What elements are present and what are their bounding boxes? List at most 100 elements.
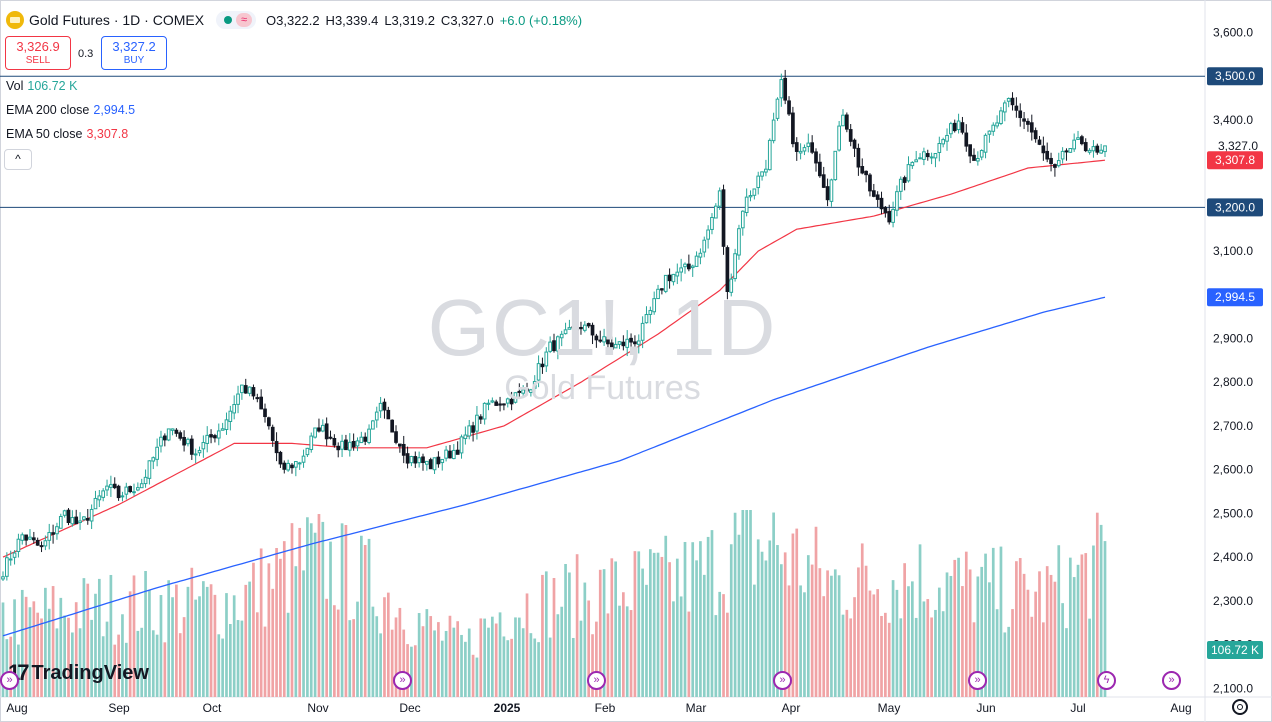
candle-body — [93, 497, 98, 510]
volume-bar — [810, 564, 814, 697]
candle — [710, 213, 714, 235]
candle-body — [918, 157, 922, 160]
volume-bar — [699, 541, 702, 697]
candle — [783, 69, 788, 105]
tradingview-logo[interactable]: 17 TradingView — [8, 660, 149, 686]
dividend-event-icon[interactable]: ϟ — [1097, 671, 1116, 690]
price-tick-label: 2,100.0 — [1213, 681, 1253, 695]
candle — [120, 491, 125, 502]
candle — [317, 418, 321, 433]
candle-body — [829, 179, 834, 202]
candle — [189, 435, 194, 460]
candle-body — [247, 386, 252, 394]
volume-bar — [386, 592, 390, 697]
candle-body — [378, 402, 383, 412]
symbol-title[interactable]: Gold Futures · 1D · COMEX — [29, 12, 205, 28]
event-marker-icon[interactable]: » — [773, 671, 792, 690]
candle — [1022, 111, 1026, 130]
volume-bar — [579, 620, 583, 697]
event-marker-icon[interactable]: » — [587, 671, 606, 690]
candle — [1053, 163, 1057, 177]
vol-value: 106.72 K — [27, 79, 78, 93]
candle — [1002, 100, 1007, 122]
candle-body — [347, 441, 352, 451]
candle-body — [421, 456, 425, 464]
volume-bar — [309, 523, 313, 697]
volume-bar — [167, 580, 171, 697]
buy-button[interactable]: 3,327.2 BUY — [101, 36, 167, 70]
legend-ema50[interactable]: EMA 50 close 3,307.8 — [6, 127, 128, 141]
candle-body — [197, 449, 202, 454]
candle-body — [8, 558, 13, 561]
candle — [529, 388, 533, 397]
volume-bar — [236, 620, 240, 697]
candle — [633, 335, 637, 352]
volume-bar — [645, 584, 648, 697]
candle — [613, 337, 618, 349]
candle-body — [563, 329, 568, 335]
market-status-pill[interactable]: ≈ — [216, 11, 257, 29]
candle-body — [922, 151, 926, 160]
volume-bar — [329, 541, 332, 697]
settings-gear-icon[interactable] — [1232, 699, 1248, 715]
legend-ema200[interactable]: EMA 200 close 2,994.5 — [6, 103, 135, 117]
collapse-legend-button[interactable]: ^ — [4, 149, 32, 170]
candle-body — [737, 228, 741, 256]
candle — [417, 451, 421, 468]
volume-bar — [918, 544, 922, 697]
candle-body — [740, 210, 745, 229]
candle — [802, 144, 807, 156]
candle — [58, 513, 63, 529]
price-tick-label: 2,700.0 — [1213, 419, 1253, 433]
sell-button[interactable]: 3,326.9 SELL — [5, 36, 71, 70]
candle-body — [706, 229, 710, 240]
volume-bar — [225, 593, 228, 697]
candle-body — [371, 420, 375, 430]
candle — [609, 336, 614, 353]
time-tick-label: Aug — [6, 701, 27, 715]
candle-body — [236, 393, 240, 405]
candle — [93, 490, 98, 510]
candle-body — [286, 462, 290, 471]
candle-body — [710, 216, 714, 230]
volume-bar — [776, 545, 779, 697]
candle — [559, 330, 564, 347]
candle — [995, 115, 999, 129]
candle-body — [47, 532, 52, 541]
volume-bar — [313, 532, 317, 697]
candle — [968, 144, 972, 164]
candle — [513, 392, 518, 404]
candle — [806, 133, 811, 153]
legend-volume[interactable]: Vol 106.72 K — [6, 79, 77, 93]
time-tick-label: May — [878, 701, 901, 715]
event-marker-icon[interactable]: » — [1162, 671, 1181, 690]
candle — [421, 453, 425, 471]
candle-body — [401, 443, 406, 456]
candle — [644, 306, 649, 324]
candle-body — [320, 424, 325, 432]
volume-bar — [737, 534, 741, 697]
candle-body — [721, 189, 726, 247]
candle-body — [729, 278, 734, 293]
candle-body — [1087, 149, 1092, 153]
volume-bar — [756, 539, 760, 697]
volume-bar — [760, 551, 764, 697]
candle-body — [301, 455, 306, 463]
event-marker-icon[interactable]: » — [0, 671, 19, 690]
event-marker-icon[interactable]: » — [393, 671, 412, 690]
candle-body — [814, 151, 818, 164]
volume-bar — [20, 589, 24, 697]
volume-bar — [714, 615, 718, 697]
candle — [332, 434, 337, 448]
candle — [363, 432, 368, 446]
buy-label: BUY — [123, 55, 145, 66]
open-label: O — [266, 12, 277, 28]
event-marker-icon[interactable]: » — [968, 671, 987, 690]
volume-bar — [1088, 618, 1091, 697]
price-tick-label: 2,400.0 — [1213, 550, 1253, 564]
tradingview-wordmark: TradingView — [31, 661, 149, 684]
volume-bar — [240, 620, 244, 697]
candle — [625, 330, 630, 357]
volume-bar — [1026, 589, 1030, 697]
